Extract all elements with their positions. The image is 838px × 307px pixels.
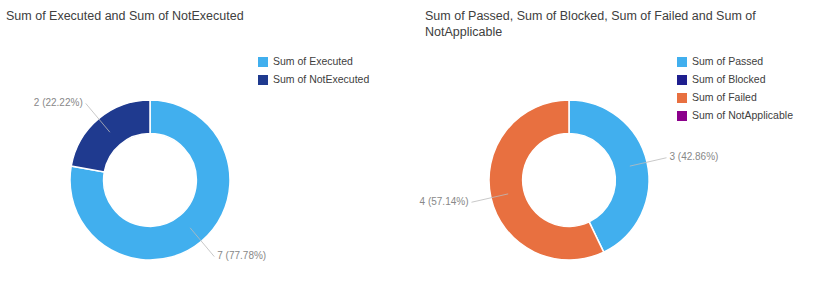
chart-panel: Sum of Passed, Sum of Blocked, Sum of Fa…: [420, 9, 794, 260]
legend: Sum of Passed Sum of Blocked Sum of Failed…: [677, 55, 793, 121]
chart-panel: Sum of Executed and Sum of NotExecuted 7 …: [6, 9, 369, 261]
data-label: 2 (22.22%): [34, 97, 83, 108]
data-labels: 7 (77.78%) 2 (22.22%): [34, 97, 266, 261]
leader-line: [630, 158, 667, 166]
donut-slice: [489, 100, 604, 260]
leader-line: [190, 228, 214, 257]
chart-title: Sum of Passed, Sum of Blocked, Sum of Fa…: [425, 9, 756, 39]
legend-label: Sum of Executed: [273, 55, 353, 67]
legend-label: Sum of Blocked: [692, 73, 766, 85]
legend-label: Sum of NotExecuted: [273, 73, 369, 85]
slices: [70, 100, 230, 260]
donut-slice: [71, 100, 150, 172]
legend-label: Sum of NotApplicable: [692, 109, 793, 121]
data-label: 7 (77.78%): [217, 250, 266, 261]
legend-swatch: [258, 75, 268, 85]
legend-label: Sum of Passed: [692, 55, 763, 67]
legend: Sum of Executed Sum of NotExecuted: [258, 55, 369, 85]
legend-swatch: [258, 57, 268, 67]
leader-line: [86, 103, 110, 132]
chart-title: Sum of Executed and Sum of NotExecuted: [6, 9, 244, 23]
legend-swatch: [677, 75, 687, 85]
legend-swatch: [677, 57, 687, 67]
data-label: 3 (42.86%): [669, 151, 718, 162]
donut-slice: [70, 100, 230, 260]
chart-canvas: Sum of Executed and Sum of NotExecuted 7 …: [0, 0, 838, 307]
data-label: 4 (57.14%): [420, 196, 469, 207]
legend-swatch: [677, 93, 687, 103]
data-labels: 3 (42.86%) 4 (57.14%): [420, 151, 719, 207]
legend-swatch: [677, 111, 687, 121]
slices: [489, 100, 649, 260]
legend-label: Sum of Failed: [692, 91, 757, 103]
leader-line: [472, 194, 509, 202]
